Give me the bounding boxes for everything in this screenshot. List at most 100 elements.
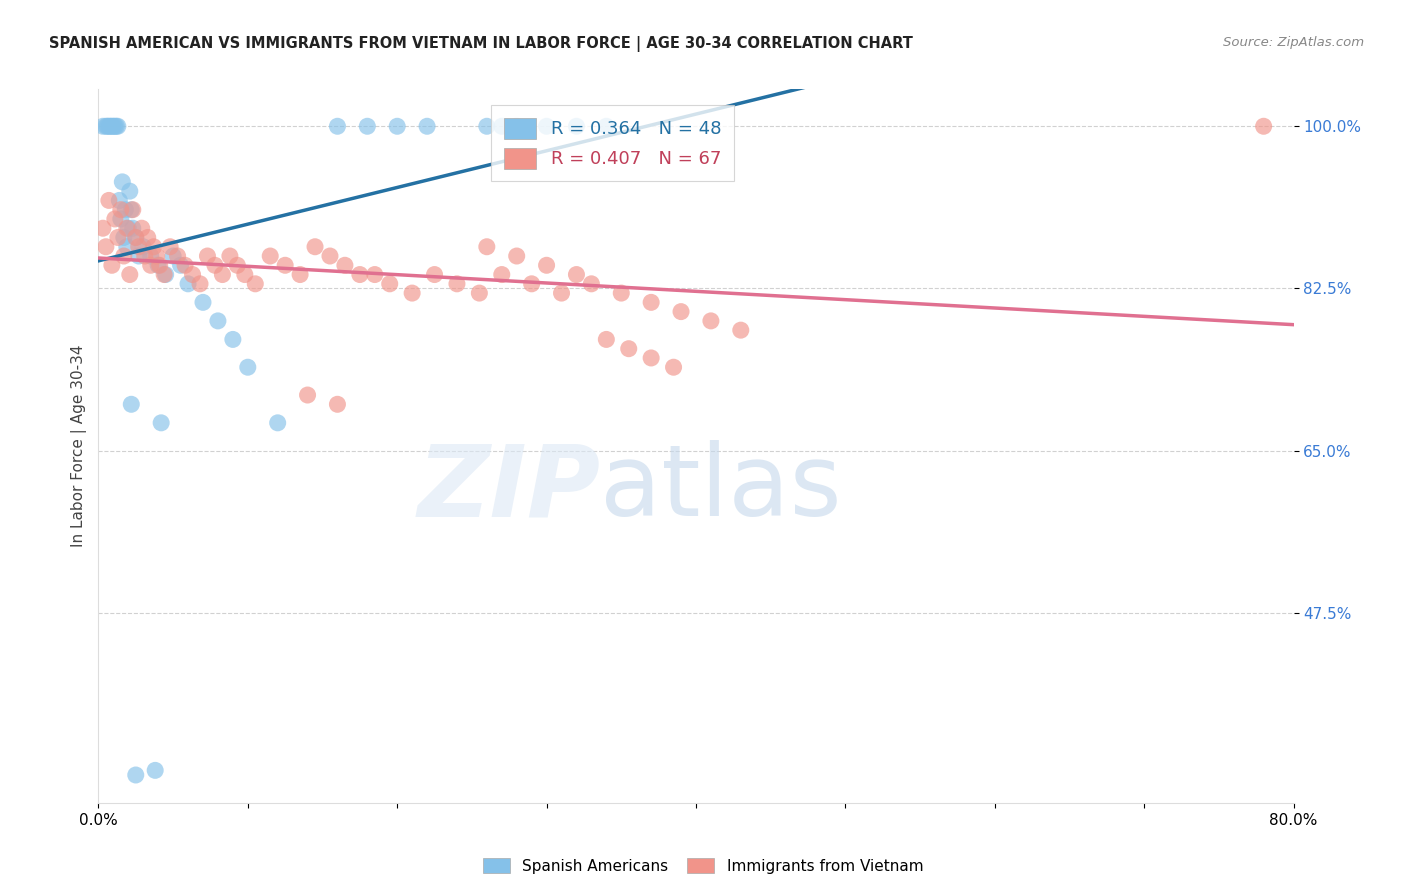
Point (565, 120, 588, 134)
Point (536, 120, 558, 134)
Point (188, 277, 211, 291)
Point (153, 268, 176, 282)
Point (181, 268, 204, 282)
Point (475, 120, 498, 134)
Point (177, 277, 200, 291)
Point (104, 211, 127, 226)
Point (356, 120, 378, 134)
Point (446, 277, 468, 291)
Point (491, 268, 513, 282)
Point (581, 277, 603, 291)
Point (595, 120, 617, 134)
Point (319, 249, 342, 263)
Point (349, 268, 371, 282)
Point (640, 351, 662, 365)
Point (159, 240, 181, 254)
Point (104, 120, 127, 134)
Point (121, 202, 143, 217)
Point (416, 120, 439, 134)
Point (245, 277, 267, 291)
Point (304, 240, 326, 254)
Point (222, 333, 245, 347)
Point (136, 230, 159, 244)
Point (326, 120, 349, 134)
Point (139, 258, 162, 272)
Y-axis label: In Labor Force | Age 30-34: In Labor Force | Age 30-34 (72, 344, 87, 548)
Point (491, 120, 513, 134)
Point (96, 120, 118, 134)
Point (97, 120, 120, 134)
Point (669, 304, 692, 318)
Point (211, 268, 233, 282)
Point (91, 120, 114, 134)
Point (423, 268, 446, 282)
Point (1253, 120, 1275, 134)
Point (162, 249, 184, 263)
Point (97, 194, 120, 208)
Point (267, 416, 290, 430)
Point (115, 221, 138, 235)
Point (274, 258, 297, 272)
Point (226, 258, 249, 272)
Point (475, 240, 498, 254)
Point (132, 240, 155, 254)
Text: Source: ZipAtlas.com: Source: ZipAtlas.com (1223, 36, 1364, 49)
Point (114, 202, 136, 217)
Point (121, 221, 143, 235)
Legend: R = 0.364   N = 48, R = 0.407   N = 67: R = 0.364 N = 48, R = 0.407 N = 67 (491, 105, 734, 181)
Point (506, 249, 529, 263)
Point (134, 249, 156, 263)
Point (131, 221, 153, 235)
Point (378, 277, 401, 291)
Point (288, 268, 311, 282)
Point (112, 249, 135, 263)
Point (550, 286, 572, 301)
Point (105, 120, 128, 134)
Point (120, 397, 142, 411)
Point (197, 249, 219, 263)
Point (468, 286, 491, 301)
Point (142, 240, 165, 254)
Point (128, 249, 150, 263)
Point (94, 120, 117, 134)
Point (139, 249, 162, 263)
Point (174, 258, 197, 272)
Point (236, 360, 259, 375)
Point (617, 342, 640, 356)
Point (125, 230, 148, 244)
Point (108, 194, 131, 208)
Point (94, 240, 117, 254)
Point (191, 295, 214, 310)
Point (110, 211, 132, 226)
Point (107, 230, 129, 244)
Point (149, 258, 172, 272)
Point (112, 230, 135, 244)
Point (117, 221, 139, 235)
Point (333, 258, 356, 272)
Point (98, 120, 122, 134)
Point (730, 323, 752, 337)
Point (143, 764, 166, 778)
Point (640, 295, 662, 310)
Point (364, 268, 387, 282)
Point (207, 314, 229, 328)
Text: SPANISH AMERICAN VS IMMIGRANTS FROM VIETNAM IN LABOR FORCE | AGE 30-34 CORRELATI: SPANISH AMERICAN VS IMMIGRANTS FROM VIET… (49, 36, 912, 52)
Point (118, 268, 141, 282)
Point (125, 230, 148, 244)
Point (128, 240, 150, 254)
Point (166, 249, 188, 263)
Point (536, 258, 558, 272)
Point (297, 388, 319, 402)
Point (150, 416, 173, 430)
Point (595, 333, 617, 347)
Point (565, 268, 588, 282)
Point (204, 258, 226, 272)
Text: atlas: atlas (600, 441, 842, 537)
Point (148, 258, 170, 272)
Point (610, 286, 633, 301)
Point (118, 184, 141, 198)
Point (103, 120, 125, 134)
Point (101, 120, 124, 134)
Point (520, 277, 543, 291)
Point (219, 249, 242, 263)
